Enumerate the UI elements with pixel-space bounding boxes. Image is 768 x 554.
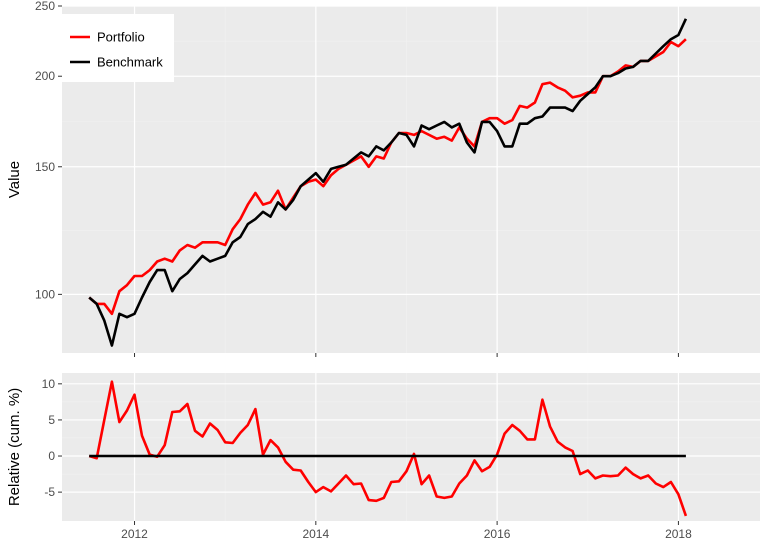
panel-background — [62, 6, 760, 353]
y-tick-label: 5 — [48, 413, 55, 427]
x-tick-label: 2018 — [665, 527, 692, 541]
y-axis-label: Relative (cum. %) — [6, 388, 23, 506]
legend: Portfolio Benchmark — [62, 14, 174, 82]
x-tick-label: 2016 — [484, 527, 511, 541]
x-tick-label: 2014 — [302, 527, 329, 541]
y-tick-label: 0 — [48, 449, 55, 463]
legend-box — [62, 14, 174, 82]
y-axis-label: Value — [6, 161, 23, 198]
y-tick-label: 100 — [35, 287, 55, 301]
y-tick-label: 150 — [35, 160, 55, 174]
legend-label-portfolio: Portfolio — [97, 30, 145, 45]
series-line-relative — [88, 380, 688, 517]
x-tick-label: 2012 — [121, 527, 148, 541]
y-tick-label: 10 — [42, 377, 56, 391]
series-line-portfolio — [88, 38, 687, 316]
y-tick-label: 200 — [35, 69, 55, 83]
series-line-benchmark — [88, 18, 688, 347]
panel-1: 100 150 200 250 Value Portfolio Benchmark — [6, 0, 760, 357]
y-tick-label: -5 — [44, 485, 55, 499]
panel-background — [62, 373, 760, 521]
y-tick-label: 250 — [35, 0, 55, 13]
legend-label-benchmark: Benchmark — [97, 55, 163, 70]
panel-2: -5 0 5 10 2012 2014 2016 2018 Relative (cum. %) — [6, 373, 760, 541]
